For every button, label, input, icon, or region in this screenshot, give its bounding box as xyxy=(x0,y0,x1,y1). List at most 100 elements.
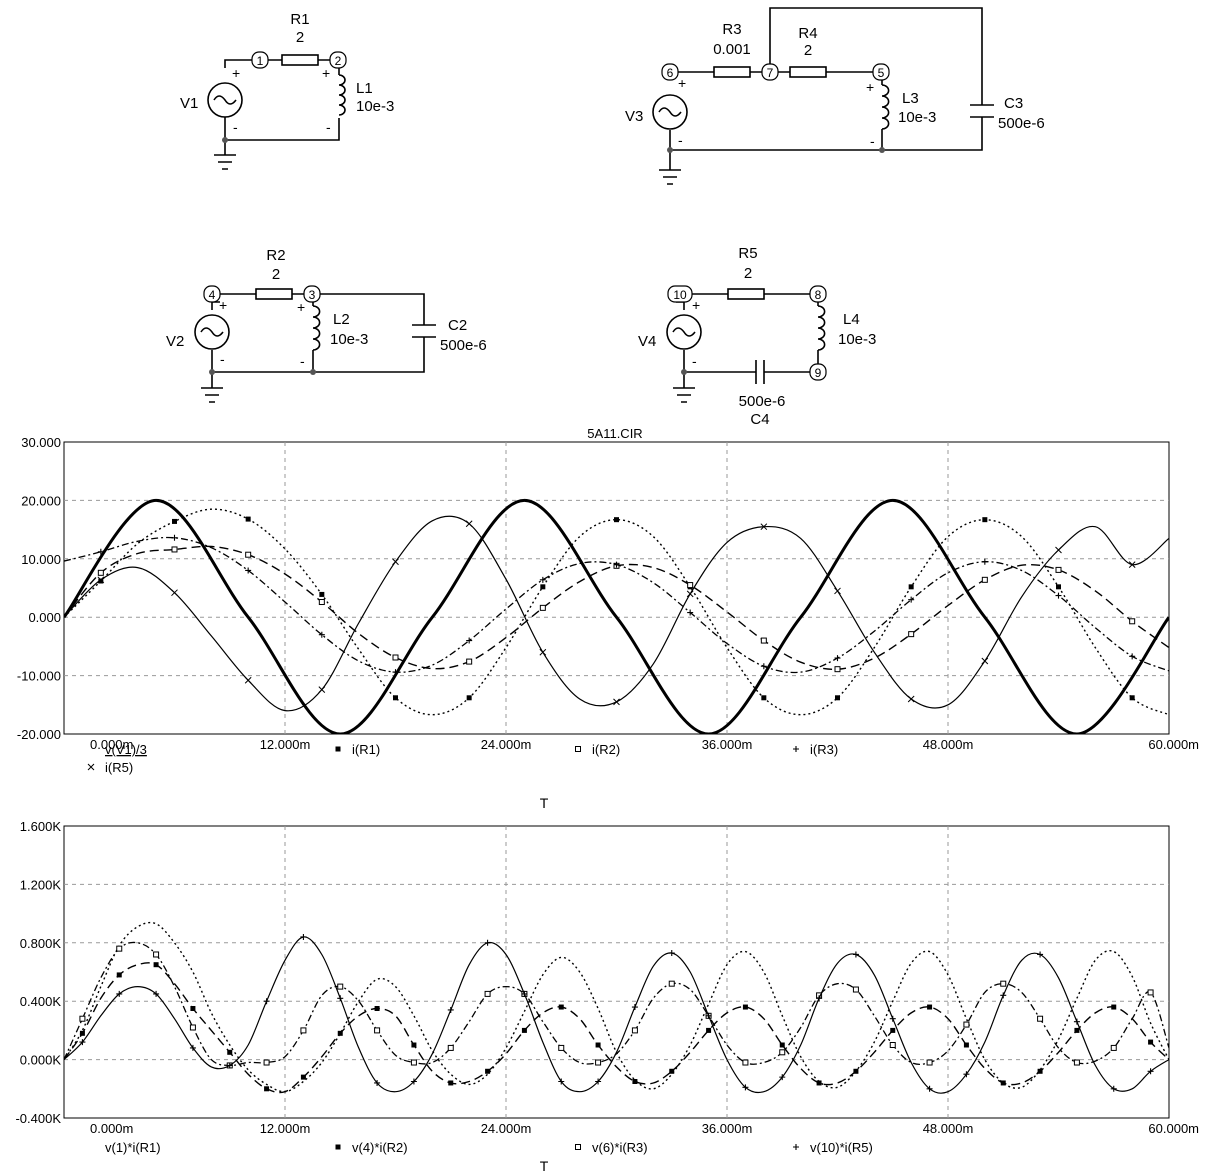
v1-source[interactable] xyxy=(207,82,243,118)
data-point xyxy=(908,631,915,638)
data-point xyxy=(153,951,160,958)
data-point xyxy=(1073,1018,1080,1025)
c2-label: C2 xyxy=(448,317,467,334)
data-point xyxy=(632,1079,638,1084)
c2-capacitor[interactable] xyxy=(412,324,436,338)
data-point xyxy=(448,1080,454,1086)
data-point xyxy=(485,1068,491,1074)
y-tick-label: 20.000 xyxy=(21,493,61,508)
circuit-v2-r2-l2-c2: + - V2 4 R2 2 3 + - L2 10e-3 C2 500e-6 xyxy=(166,247,487,403)
svg-text:-: - xyxy=(678,132,683,148)
data-point xyxy=(631,1004,638,1011)
l4-inductor[interactable] xyxy=(817,305,826,351)
data-point xyxy=(1111,1004,1117,1010)
legend-item: v(1)*i(R1) xyxy=(105,1140,161,1155)
l3-label: L3 xyxy=(902,90,919,107)
x-tick-label: 24.000m xyxy=(481,1121,532,1136)
data-point xyxy=(889,1042,896,1048)
l3-inductor[interactable] xyxy=(881,84,890,130)
legend-item: v(V1)/3 xyxy=(105,742,147,757)
data-point xyxy=(116,972,122,978)
data-point xyxy=(392,654,399,661)
y-tick-label: 0.000K xyxy=(20,1053,62,1068)
c3-capacitor[interactable] xyxy=(970,104,994,118)
series-line xyxy=(64,936,1169,1094)
r5-resistor[interactable] xyxy=(727,288,765,300)
data-point xyxy=(1037,1068,1043,1074)
data-point xyxy=(981,558,988,565)
c3-label: C3 xyxy=(1004,95,1023,112)
data-point xyxy=(926,1059,933,1066)
v3-source[interactable] xyxy=(652,94,688,130)
data-point xyxy=(245,551,252,558)
legend-label: v(10)*i(R5) xyxy=(810,1140,873,1155)
legend-label: v(V1)/3 xyxy=(105,742,147,757)
r3-resistor[interactable] xyxy=(713,66,751,78)
circuit-v1-r1-l1: + - V1 1 R1 2 2 + - L1 10e-3 xyxy=(180,11,394,170)
v1-label: V1 xyxy=(180,95,198,112)
legend-label: v(4)*i(R2) xyxy=(352,1140,408,1155)
l1-inductor[interactable] xyxy=(338,74,346,116)
y-tick-label: -20.000 xyxy=(17,727,61,742)
data-point xyxy=(392,558,399,566)
l2-inductor[interactable] xyxy=(312,305,321,351)
svg-text:+: + xyxy=(678,75,686,91)
data-point xyxy=(1110,1044,1117,1051)
r1-resistor[interactable] xyxy=(281,54,319,66)
data-point xyxy=(834,587,841,595)
svg-text:4: 4 xyxy=(209,288,216,302)
v2-source[interactable] xyxy=(194,314,230,350)
data-point xyxy=(558,1044,565,1051)
r2-resistor[interactable] xyxy=(255,288,293,300)
data-point xyxy=(172,518,177,524)
data-point xyxy=(171,546,178,553)
data-point xyxy=(116,945,123,952)
r4-value: 2 xyxy=(804,42,812,59)
series-line xyxy=(64,962,1169,1094)
data-point xyxy=(835,695,840,701)
data-point xyxy=(318,599,325,606)
data-point xyxy=(97,576,105,584)
y-tick-labels: 30.000 20.000 10.000 0.000 -10.000 -20.000 xyxy=(17,435,61,742)
data-point xyxy=(521,990,528,997)
x-axis-label: T xyxy=(540,795,549,811)
node-10-marker: 10 xyxy=(667,285,693,303)
data-point xyxy=(761,695,767,701)
svg-text:+: + xyxy=(692,297,700,313)
data-point xyxy=(171,589,178,597)
l4-label: L4 xyxy=(843,311,860,328)
c4-capacitor[interactable] xyxy=(755,360,765,384)
v4-source[interactable] xyxy=(666,314,702,350)
series-0 xyxy=(64,498,1169,734)
node-6-marker: 6 xyxy=(661,63,679,81)
r1-label: R1 xyxy=(290,11,309,28)
data-point xyxy=(907,695,915,703)
legend-label: i(R2) xyxy=(592,742,620,757)
data-point xyxy=(595,1078,602,1085)
data-point xyxy=(1000,1080,1006,1086)
legend-label: v(1)*i(R1) xyxy=(105,1140,161,1155)
data-point xyxy=(687,582,694,589)
node-2-marker: 2 xyxy=(329,51,347,69)
data-point xyxy=(614,517,619,523)
x-tick-label: 48.000m xyxy=(923,737,974,752)
data-point xyxy=(1129,695,1135,701)
data-point xyxy=(852,986,859,993)
x-tick-labels: 0.000m 12.000m 24.000m 36.000m 48.000m 60.000… xyxy=(90,737,1199,752)
data-point xyxy=(982,517,988,523)
data-point xyxy=(466,658,473,665)
data-point xyxy=(447,1006,454,1013)
y-tick-label: 1.200K xyxy=(20,877,62,892)
r4-resistor[interactable] xyxy=(789,66,827,78)
data-point xyxy=(779,1074,786,1081)
data-point xyxy=(1055,592,1062,599)
series-line xyxy=(64,508,1169,716)
x-tick-label: 48.000m xyxy=(923,1121,974,1136)
data-point xyxy=(981,576,988,583)
x-tick-label: 24.000m xyxy=(481,737,532,752)
data-point xyxy=(153,962,159,968)
legend-label: v(6)*i(R3) xyxy=(592,1140,648,1155)
legend-item: i(R1) xyxy=(335,742,380,757)
data-point xyxy=(760,637,767,644)
svg-text:-: - xyxy=(300,353,305,369)
